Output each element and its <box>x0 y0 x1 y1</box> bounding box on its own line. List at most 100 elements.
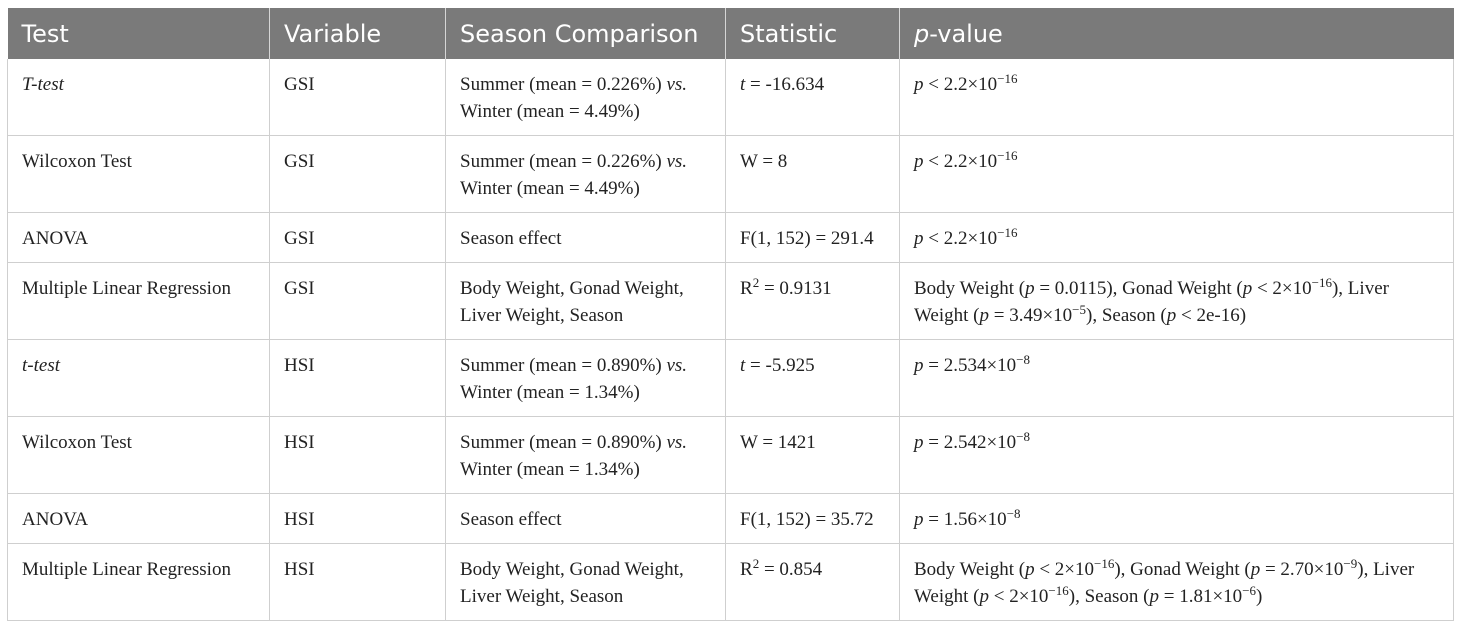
p-text: = 1.81×10 <box>1159 586 1243 607</box>
cell-variable: GSI <box>269 59 446 136</box>
p-text: ), Season ( <box>1086 305 1167 326</box>
comparison-vs: vs. <box>666 151 688 172</box>
p-symbol: p <box>914 432 924 453</box>
p-symbol: p <box>1166 305 1177 326</box>
comparison-summer: Summer (mean = 0.226%) <box>460 74 667 95</box>
p-text: ), Liver Weight ( <box>914 559 1415 607</box>
p-exponent: −16 <box>1311 275 1332 290</box>
comparison-vs: vs. <box>666 432 688 453</box>
cell-test: t-test <box>7 339 270 417</box>
cell-variable: HSI <box>269 543 446 621</box>
p-symbol: p <box>914 509 924 530</box>
comparison-winter: Winter (mean = 4.49%) <box>460 178 640 199</box>
stat-r: R <box>740 278 753 299</box>
p-text: < 2e-16) <box>1176 305 1247 326</box>
p-text: < 2.2×10 <box>923 151 998 172</box>
p-text: ), Gonad Weight ( <box>1114 559 1251 580</box>
cell-comparison: Season effect <box>445 493 726 544</box>
cell-variable: HSI <box>269 493 446 544</box>
cell-statistic: t = -5.925 <box>725 339 900 417</box>
p-symbol: p <box>914 74 924 95</box>
p-exponent: −16 <box>1048 583 1069 598</box>
stat-r-exponent: 2 <box>752 556 760 571</box>
cell-comparison: Summer (mean = 0.226%) vs. Winter (mean =… <box>445 135 726 213</box>
p-symbol: p <box>979 586 989 607</box>
p-text: < 2×10 <box>988 586 1049 607</box>
statistics-table: Test Variable Season Comparison Statisti… <box>7 8 1454 621</box>
p-exponent: −8 <box>1016 429 1031 444</box>
table-row: ANOVA GSI Season effect F(1, 152) = 291.… <box>7 212 1454 263</box>
p-exponent: −9 <box>1343 556 1358 571</box>
stat-value: = -5.925 <box>745 355 815 376</box>
p-text: ) <box>1256 586 1263 607</box>
cell-comparison: Body Weight, Gonad Weight, Liver Weight,… <box>445 543 726 621</box>
p-text: = 2.70×10 <box>1260 559 1344 580</box>
p-text: Body Weight ( <box>914 278 1026 299</box>
cell-test: ANOVA <box>7 493 270 544</box>
cell-p-value: p = 2.542×10−8 <box>899 416 1454 494</box>
cell-test: Multiple Linear Regression <box>7 262 270 340</box>
stat-r-exponent: 2 <box>752 275 760 290</box>
header-p-value: p-value <box>899 8 1454 59</box>
cell-p-value: p = 1.56×10−8 <box>899 493 1454 544</box>
p-symbol: p <box>1242 278 1253 299</box>
comparison-summer: Summer (mean = 0.890%) <box>460 432 667 453</box>
table-row: Wilcoxon Test GSI Summer (mean = 0.226%)… <box>7 135 1454 213</box>
p-text: < 2×10 <box>1034 559 1094 580</box>
p-text: Body Weight ( <box>914 559 1026 580</box>
comparison-winter: Winter (mean = 1.34%) <box>460 459 640 480</box>
p-exponent: −16 <box>997 148 1018 163</box>
p-text: ), Liver Weight ( <box>914 278 1389 326</box>
p-text: = 1.56×10 <box>923 509 1007 530</box>
cell-comparison: Summer (mean = 0.890%) vs. Winter (mean =… <box>445 339 726 417</box>
p-text: < 2.2×10 <box>923 74 998 95</box>
cell-variable: GSI <box>269 135 446 213</box>
p-exponent: −6 <box>1242 583 1257 598</box>
cell-variable: HSI <box>269 339 446 417</box>
cell-statistic: W = 8 <box>725 135 900 213</box>
cell-comparison: Summer (mean = 0.890%) vs. Winter (mean =… <box>445 416 726 494</box>
cell-p-value: p < 2.2×10−16 <box>899 212 1454 263</box>
cell-test: T-test <box>7 59 270 136</box>
cell-statistic: F(1, 152) = 35.72 <box>725 493 900 544</box>
cell-statistic: R2 = 0.9131 <box>725 262 900 340</box>
header-variable: Variable <box>269 8 446 59</box>
stat-value: = 0.9131 <box>759 278 832 299</box>
p-text: < 2×10 <box>1252 278 1312 299</box>
header-statistic: Statistic <box>725 8 900 59</box>
p-text: ), Season ( <box>1068 586 1150 607</box>
p-symbol: p <box>1025 278 1035 299</box>
cell-variable: GSI <box>269 212 446 263</box>
cell-comparison: Body Weight, Gonad Weight, Liver Weight,… <box>445 262 726 340</box>
header-season-comparison: Season Comparison <box>445 8 726 59</box>
header-test: Test <box>7 8 270 59</box>
comparison-vs: vs. <box>666 74 688 95</box>
p-exponent: −8 <box>1006 506 1021 521</box>
header-p-italic: p <box>914 19 930 48</box>
cell-test: Wilcoxon Test <box>7 416 270 494</box>
table-row: Multiple Linear Regression HSI Body Weig… <box>7 543 1454 621</box>
cell-variable: GSI <box>269 262 446 340</box>
p-exponent: −16 <box>997 71 1018 86</box>
cell-p-value: p < 2.2×10−16 <box>899 59 1454 136</box>
cell-test: Multiple Linear Regression <box>7 543 270 621</box>
stat-r: R <box>740 559 753 580</box>
stat-symbol: t <box>740 355 746 376</box>
p-exponent: −16 <box>1094 556 1115 571</box>
cell-test: ANOVA <box>7 212 270 263</box>
table-row: ANOVA HSI Season effect F(1, 152) = 35.7… <box>7 493 1454 544</box>
cell-comparison: Season effect <box>445 212 726 263</box>
cell-p-value: Body Weight (p < 2×10−16), Gonad Weight … <box>899 543 1454 621</box>
comparison-winter: Winter (mean = 1.34%) <box>460 382 640 403</box>
p-text: = 2.542×10 <box>923 432 1017 453</box>
table-row: Multiple Linear Regression GSI Body Weig… <box>7 262 1454 340</box>
cell-test: Wilcoxon Test <box>7 135 270 213</box>
cell-p-value: p < 2.2×10−16 <box>899 135 1454 213</box>
p-text: = 0.0115), Gonad Weight ( <box>1034 278 1243 299</box>
comparison-vs: vs. <box>666 355 688 376</box>
comparison-winter: Winter (mean = 4.49%) <box>460 101 640 122</box>
header-row: Test Variable Season Comparison Statisti… <box>7 8 1454 59</box>
p-exponent: −5 <box>1072 302 1087 317</box>
cell-p-value: p = 2.534×10−8 <box>899 339 1454 417</box>
results-table-container: Test Variable Season Comparison Statisti… <box>7 8 1454 621</box>
